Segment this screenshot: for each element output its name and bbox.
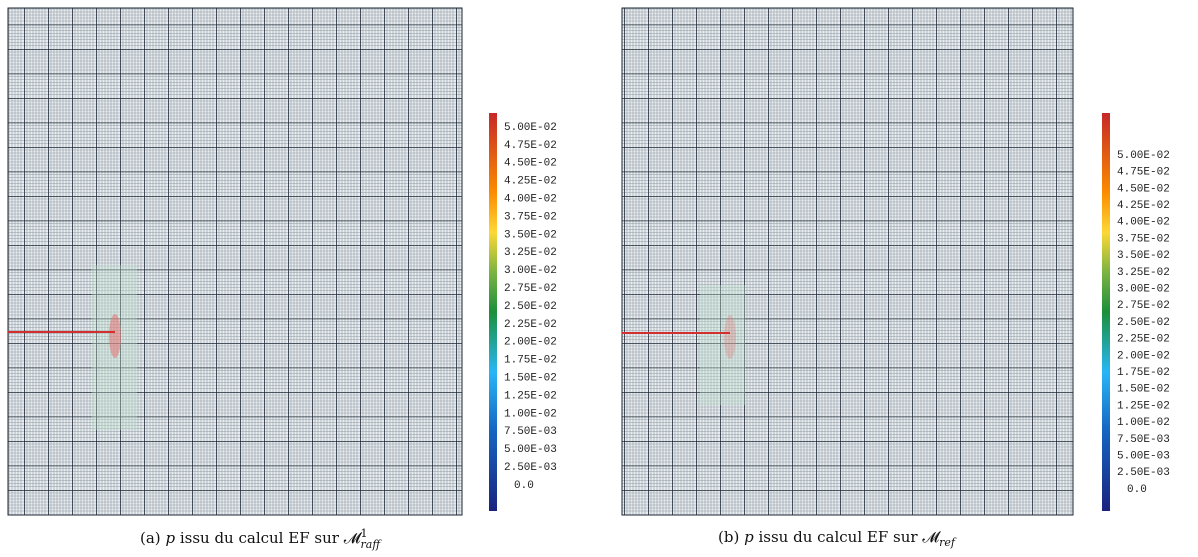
colorbar-label: 4.75E-02 xyxy=(1117,167,1170,179)
colorbar-label: 4.50E-02 xyxy=(504,158,557,170)
plots: 5.00E-02 4.75E-02 4.50E-02 4.25E-02 4.00E-02… xyxy=(7,7,1170,516)
colorbar-label: 1.25E-02 xyxy=(504,390,557,402)
colorbar-label: 1.25E-02 xyxy=(1117,400,1170,412)
colorbar-label: 2.75E-02 xyxy=(1117,300,1170,312)
colorbar-label: 1.00E-02 xyxy=(1117,417,1170,429)
colorbar-label: 1.00E-02 xyxy=(504,408,557,420)
colorbar-label: 3.75E-02 xyxy=(504,211,557,223)
colorbar-label: 1.75E-02 xyxy=(504,355,557,367)
colorbar-label: 5.00E-02 xyxy=(504,122,557,134)
colorbar-label: 2.00E-02 xyxy=(504,337,557,349)
colorbar-label: 2.50E-02 xyxy=(504,301,557,313)
field-peak xyxy=(109,314,121,358)
caption: (a) p issu du calcul EF sur 𝓜 1 raff xyxy=(140,528,380,550)
colorbar-label: 2.25E-02 xyxy=(1117,334,1170,346)
colorbar-label: 3.00E-02 xyxy=(1117,284,1170,296)
colorbar-label: 5.00E-03 xyxy=(504,444,557,456)
caption-sup: 1 xyxy=(360,527,368,540)
caption-variable: p xyxy=(165,529,176,547)
caption-symbol: 𝓜 xyxy=(922,528,940,546)
colorbar-label: 3.50E-02 xyxy=(504,229,557,241)
colorbar-label: 3.25E-02 xyxy=(504,247,557,259)
colorbar xyxy=(1102,113,1110,511)
colorbar-label: 3.75E-02 xyxy=(1117,233,1170,245)
colorbar-label: 2.50E-03 xyxy=(504,462,557,474)
caption-label: (a) xyxy=(140,529,161,547)
caption: (b) p issu du calcul EF sur 𝓜ref xyxy=(718,528,955,549)
mesh xyxy=(7,7,463,516)
colorbar-label: 2.50E-02 xyxy=(1117,317,1170,329)
colorbar-label: 1.50E-02 xyxy=(504,373,557,385)
colorbar-label: 5.00E-03 xyxy=(1117,451,1170,463)
colorbar-label: 7.50E-03 xyxy=(504,426,557,438)
field-peak xyxy=(724,315,736,359)
colorbar-label: 0.0 xyxy=(1127,484,1147,496)
colorbar-label: 2.25E-02 xyxy=(504,319,557,331)
colorbar-label: 5.00E-02 xyxy=(1117,150,1170,162)
colorbar-label: 3.50E-02 xyxy=(1117,250,1170,262)
colorbar-label: 4.75E-02 xyxy=(504,140,557,152)
colorbar-label: 4.00E-02 xyxy=(1117,217,1170,229)
colorbar-label: 0.0 xyxy=(514,480,534,492)
caption-symbol: 𝓜 xyxy=(343,529,361,547)
colorbar-label: 4.50E-02 xyxy=(1117,183,1170,195)
colorbar-label: 4.25E-02 xyxy=(1117,200,1170,212)
caption-text: issu du calcul EF sur xyxy=(758,528,918,546)
caption-text: issu du calcul EF sur xyxy=(179,529,339,547)
colorbar-label: 1.50E-02 xyxy=(1117,384,1170,396)
colorbar-label: 2.50E-03 xyxy=(1117,467,1170,479)
caption-sub: raff xyxy=(360,538,381,551)
caption-label: (b) xyxy=(718,528,740,546)
colorbar-label: 1.75E-02 xyxy=(1117,367,1170,379)
field-zone xyxy=(700,285,745,405)
colorbar-label: 2.75E-02 xyxy=(504,283,557,295)
colorbar-label: 3.00E-02 xyxy=(504,265,557,277)
colorbar-label: 4.25E-02 xyxy=(504,176,557,188)
colorbar-label: 7.50E-03 xyxy=(1117,434,1170,446)
colorbar-label: 4.00E-02 xyxy=(504,194,557,206)
colorbar-label: 2.00E-02 xyxy=(1117,350,1170,362)
mesh xyxy=(621,7,1074,516)
caption-sub: ref xyxy=(939,536,955,549)
colorbar-label: 3.25E-02 xyxy=(1117,267,1170,279)
colorbar xyxy=(489,113,497,511)
caption-variable: p xyxy=(744,528,754,546)
